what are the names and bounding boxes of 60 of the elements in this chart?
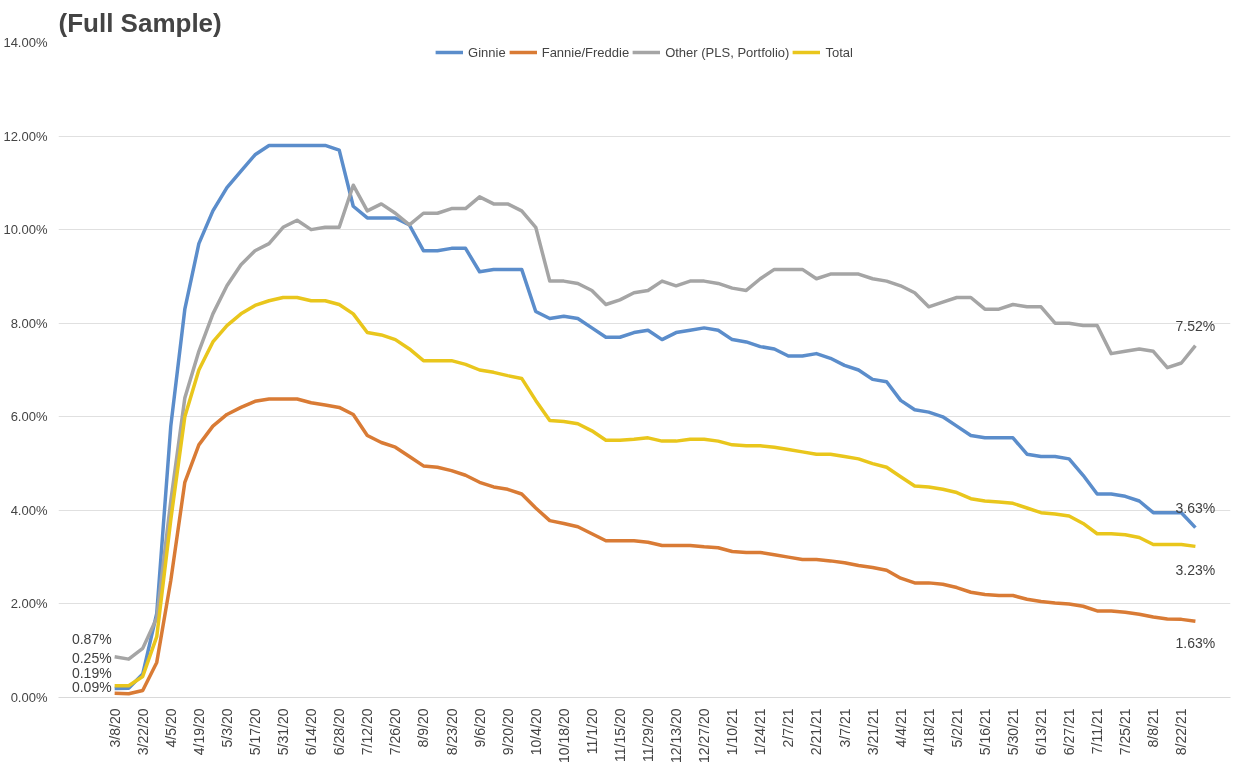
x-tick-label: 7/26/20 — [387, 708, 404, 756]
x-tick-label: 4/18/21 — [920, 708, 937, 756]
y-tick-label: 12.00% — [3, 128, 48, 144]
chart-title: (Full Sample) — [58, 7, 222, 38]
data-label: 0.87% — [71, 630, 112, 647]
x-tick-label: 4/4/21 — [892, 708, 909, 748]
x-tick-label: 3/7/21 — [836, 708, 853, 748]
x-tick-label: 3/21/21 — [864, 708, 881, 756]
x-tick-label: 10/18/20 — [555, 708, 572, 763]
x-tick-label: 6/27/21 — [1061, 708, 1078, 756]
x-tick-label: 5/2/21 — [948, 708, 965, 748]
x-tick-label: 5/16/21 — [976, 708, 993, 756]
x-tick-label: 8/23/20 — [443, 708, 460, 756]
y-tick-label: 14.00% — [3, 35, 48, 50]
data-label: 1.63% — [1175, 635, 1216, 652]
x-tick-label: 8/9/20 — [415, 708, 432, 748]
data-label: 3.63% — [1175, 499, 1216, 516]
x-tick-label: 5/31/20 — [275, 708, 292, 756]
x-tick-label: 1/10/21 — [724, 708, 741, 756]
x-tick-label: 7/12/20 — [359, 708, 376, 756]
x-tick-label: 5/3/20 — [218, 708, 235, 748]
x-tick-label: 2/7/21 — [780, 708, 797, 748]
y-tick-label: 4.00% — [10, 502, 48, 518]
x-tick-label: 6/28/20 — [331, 708, 348, 756]
x-tick-label: 12/13/20 — [668, 708, 685, 763]
x-tick-label: 2/21/21 — [808, 708, 825, 756]
legend-label: Ginnie — [468, 44, 506, 60]
x-tick-label: 8/22/21 — [1173, 708, 1190, 756]
x-tick-label: 7/25/21 — [1117, 708, 1134, 756]
x-tick-label: 4/5/20 — [162, 708, 179, 748]
x-tick-label: 10/4/20 — [527, 708, 544, 756]
x-tick-label: 12/27/20 — [696, 708, 713, 763]
y-tick-label: 2.00% — [10, 596, 48, 612]
x-tick-label: 8/8/21 — [1145, 708, 1162, 748]
y-tick-label: 10.00% — [3, 222, 48, 238]
y-tick-label: 6.00% — [10, 409, 48, 425]
x-tick-label: 11/15/20 — [611, 708, 628, 762]
x-tick-label: 11/29/20 — [640, 708, 657, 762]
x-tick-label: 6/13/21 — [1033, 708, 1050, 756]
x-tick-label: 4/19/20 — [190, 708, 207, 756]
data-label: 0.19% — [71, 664, 112, 681]
x-tick-label: 3/8/20 — [106, 708, 123, 748]
y-tick-label: 8.00% — [10, 315, 48, 331]
x-tick-label: 7/11/21 — [1089, 708, 1106, 755]
x-tick-label: 9/6/20 — [471, 708, 488, 748]
data-label: 0.25% — [71, 649, 112, 666]
y-tick-label: 0.00% — [10, 690, 48, 705]
x-tick-label: 5/30/21 — [1004, 708, 1021, 756]
legend-label: Total — [825, 44, 853, 60]
data-label: 7.52% — [1175, 317, 1216, 334]
x-tick-label: 11/1/20 — [583, 708, 600, 755]
legend-label: Other (PLS, Portfolio) — [665, 44, 790, 60]
legend-label: Fannie/Freddie — [541, 44, 630, 60]
data-label: 0.09% — [71, 679, 112, 696]
x-tick-label: 5/17/20 — [247, 708, 263, 756]
x-tick-label: 9/20/20 — [499, 708, 516, 756]
data-label: 3.23% — [1175, 562, 1216, 579]
x-tick-label: 6/14/20 — [303, 708, 320, 756]
x-tick-label: 3/22/20 — [134, 708, 151, 756]
x-tick-label: 1/24/21 — [752, 708, 769, 756]
